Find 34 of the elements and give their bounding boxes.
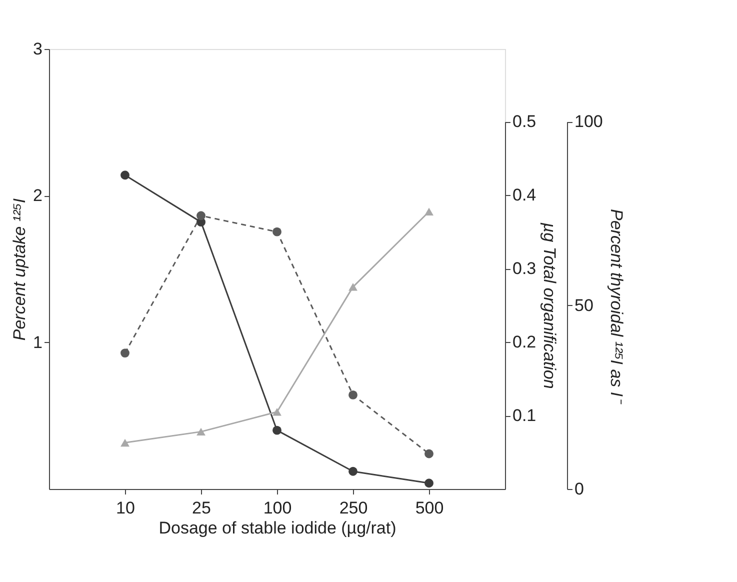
point: [348, 283, 358, 291]
x-axis-title: Dosage of stable iodide (µg/rat): [158, 518, 396, 538]
point: [424, 449, 434, 458]
y2-tick-label: 0.5: [512, 112, 536, 132]
y2-tick-label: 0.2: [512, 332, 536, 352]
x-tick-label: 500: [415, 498, 444, 518]
y2-tick-label: 0.4: [512, 186, 536, 205]
y-tick-label: 1: [33, 332, 42, 352]
x-tick-label: 100: [263, 498, 292, 518]
point: [272, 227, 282, 236]
point: [272, 426, 282, 435]
x-tick-label: 25: [192, 498, 211, 518]
y-axis-title: Percent uptake ¹²⁵I: [10, 198, 30, 341]
y-tick-label: 3: [33, 40, 42, 58]
point: [120, 438, 130, 447]
x-tick-label: 10: [116, 498, 135, 518]
point: [196, 211, 206, 220]
point: [120, 348, 130, 358]
y2-tick-label: 0.3: [512, 259, 536, 278]
point: [272, 408, 282, 416]
point: [348, 466, 358, 476]
y3-axis-title: Percent thyroidal ¹²⁵I as I⁻: [606, 208, 626, 405]
x-tick-label: 250: [339, 498, 368, 518]
y3-tick-label: 0: [574, 480, 584, 498]
y2-tick-label: 0.1: [512, 406, 536, 426]
y3-tick-label: 50: [574, 296, 594, 315]
y3-tick-label: 100: [574, 112, 603, 132]
point: [196, 428, 206, 436]
point: [348, 390, 358, 400]
point: [120, 170, 130, 180]
point: [424, 208, 434, 216]
point: [424, 478, 434, 488]
y-tick-label: 2: [33, 186, 42, 206]
y2-axis-title: µg Total organification: [540, 222, 560, 389]
